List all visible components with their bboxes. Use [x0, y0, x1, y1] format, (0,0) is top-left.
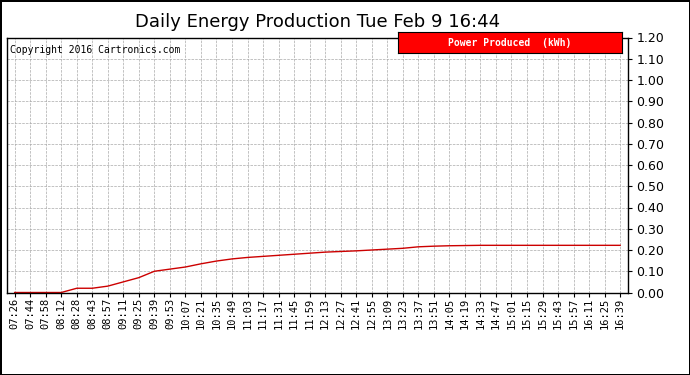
- Text: Copyright 2016 Cartronics.com: Copyright 2016 Cartronics.com: [10, 45, 180, 55]
- Title: Daily Energy Production Tue Feb 9 16:44: Daily Energy Production Tue Feb 9 16:44: [135, 13, 500, 31]
